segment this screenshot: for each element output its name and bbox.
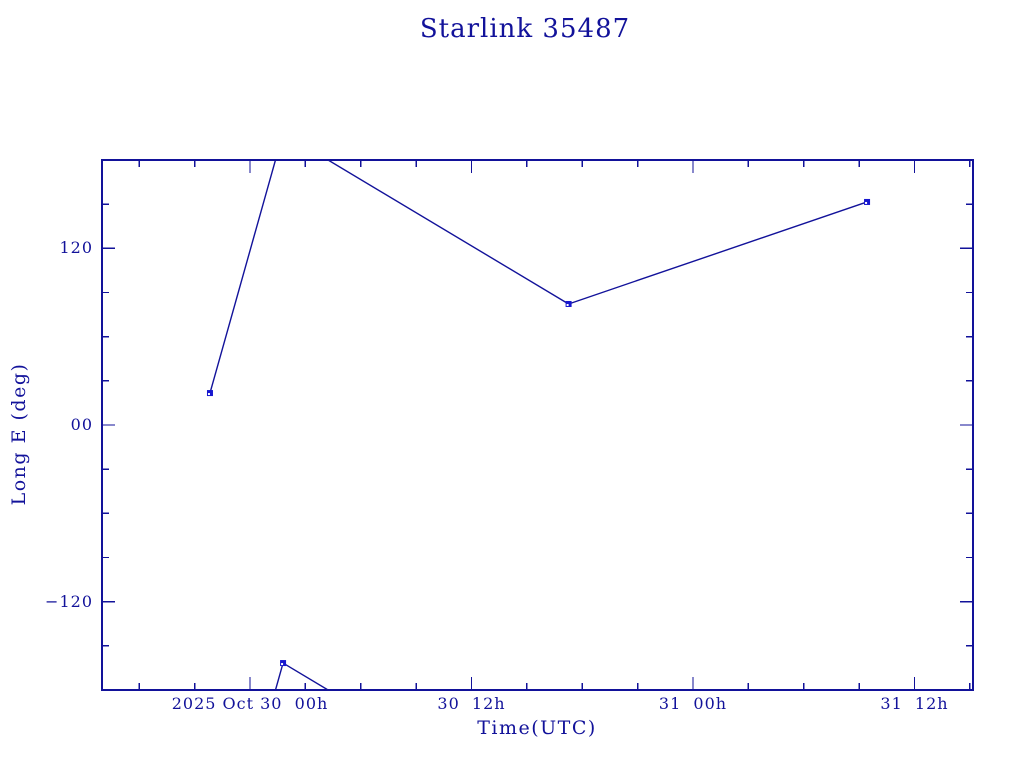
y-tick-label: −120 [45,591,93,611]
data-point-marker-notch [865,201,868,204]
plot-frame [101,159,974,691]
data-line-segment [209,160,277,394]
data-point-marker-notch [207,393,210,396]
data-line-segment [326,160,569,305]
x-tick-label: 31 00h [658,694,728,713]
y-tick-label: 120 [59,238,93,258]
data-point-marker-notch [281,663,284,666]
tick-marks [102,160,973,690]
data-line-segment [274,662,284,690]
x-tick-label: 2025 Oct 30 00h [171,694,329,713]
x-axis-title: Time(UTC) [477,717,597,739]
y-axis-title: Long E (deg) [8,362,30,506]
x-tick-label: 30 12h [437,694,506,713]
data-layer [206,160,871,690]
chart-title: Starlink 35487 [419,14,631,44]
data-point-marker-notch [566,303,569,306]
y-tick-label: 00 [70,415,93,434]
x-tick-label: 31 12h [880,694,949,713]
data-line-segment [568,201,868,305]
data-line-segment [282,662,330,690]
